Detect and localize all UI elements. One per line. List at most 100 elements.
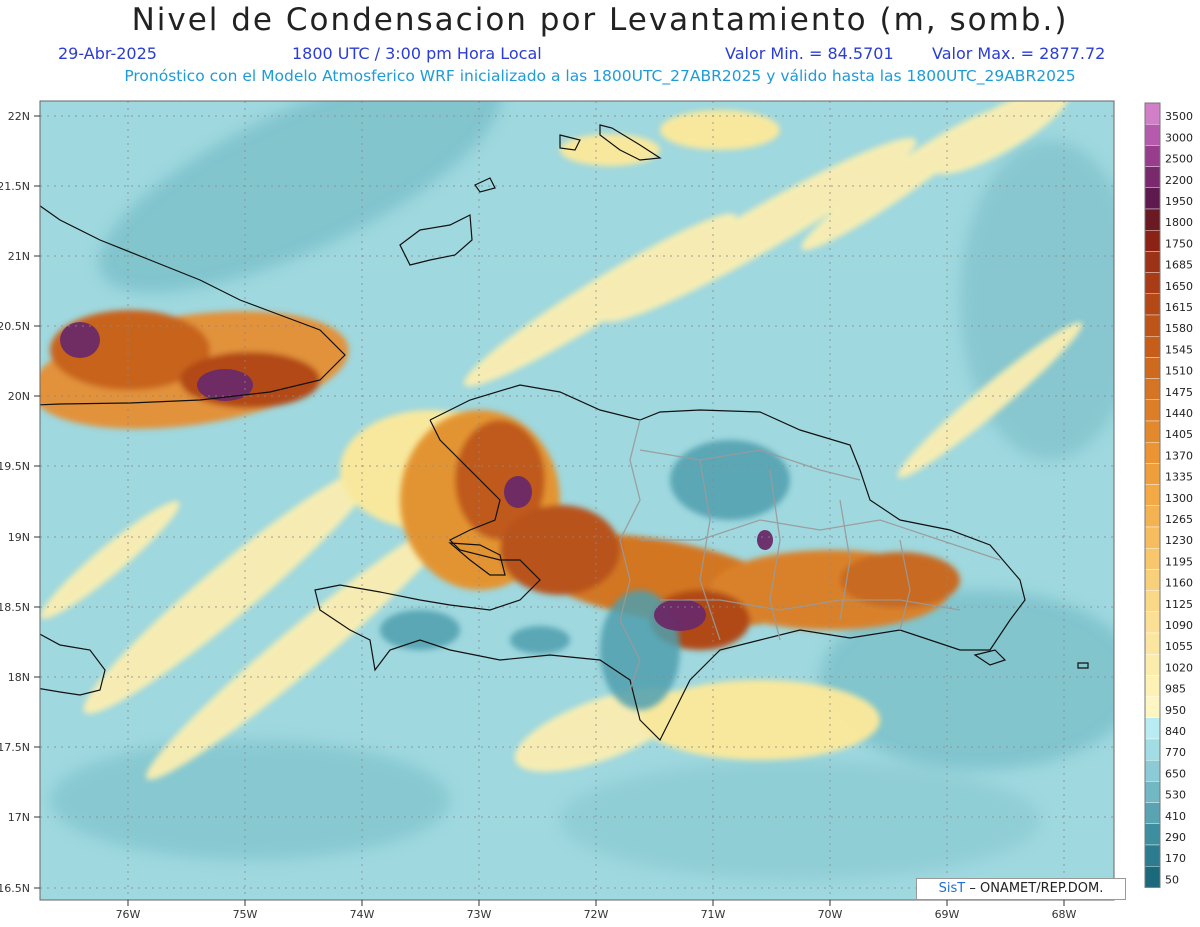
legend-label: 170 (1165, 852, 1186, 865)
province-borders (619, 419, 1001, 691)
legend-label: 1800 (1165, 216, 1193, 229)
legend-swatch (1144, 844, 1161, 867)
lat-label: 22N (8, 110, 30, 123)
lat-label: 18.5N (0, 601, 30, 614)
legend-label: 1545 (1165, 343, 1193, 356)
legend-label: 1475 (1165, 386, 1193, 399)
legend-swatch (1144, 187, 1161, 210)
lon-label: 74W (350, 908, 375, 921)
legend-label: 1950 (1165, 195, 1193, 208)
plot-frame (39, 100, 1115, 901)
legend-label: 1055 (1165, 640, 1193, 653)
legend-label: 3500 (1165, 110, 1193, 123)
legend-swatch (1144, 166, 1161, 189)
legend-label: 2500 (1165, 153, 1193, 166)
sistema-logo: SisT (938, 881, 966, 896)
color-legend: 3500 3000 2500 2200 1950 1800 1750 1685 1650 1615… (1144, 102, 1193, 888)
legend-label: 1510 (1165, 365, 1193, 378)
latitude-labels: 22N 21.5N 21N 20.5N 20N 19.5N 19N 18.5N … (0, 110, 30, 895)
legend-swatch (1144, 314, 1161, 337)
lon-label: 73W (467, 908, 492, 921)
legend-swatch (1144, 569, 1161, 591)
legend-label: 985 (1165, 683, 1186, 696)
lat-label: 21.5N (0, 180, 30, 193)
legend-swatch (1144, 229, 1161, 252)
legend-label: 410 (1165, 810, 1186, 823)
model-info: Pronóstico con el Modelo Atmosferico WRF… (124, 67, 1076, 85)
longitude-labels: 76W 75W 74W 73W 72W 71W 70W 69W 68W (116, 908, 1077, 921)
legend-swatch (1144, 654, 1161, 676)
legend-label: 1650 (1165, 280, 1193, 293)
legend-swatch (1144, 760, 1161, 782)
legend-swatch (1144, 738, 1161, 761)
lat-label: 18N (8, 671, 30, 684)
legend-label: 1335 (1165, 471, 1193, 484)
valid-date: 29-Abr-2025 (58, 44, 157, 63)
legend-label: 1750 (1165, 237, 1193, 250)
legend-swatch (1144, 357, 1161, 379)
legend-swatch (1144, 675, 1161, 697)
legend-label: 770 (1165, 746, 1186, 759)
lon-label: 76W (116, 908, 141, 921)
graticule (40, 101, 1114, 900)
legend-label: 1300 (1165, 492, 1193, 505)
legend-swatch (1144, 293, 1161, 316)
legend-label: 1615 (1165, 301, 1193, 314)
legend-label: 1090 (1165, 619, 1193, 632)
legend-swatch (1144, 781, 1161, 803)
legend-label: 1685 (1165, 259, 1193, 272)
legend-frame (1144, 102, 1161, 888)
credit-box: SisT – ONAMET/REP.DOM. (916, 878, 1126, 900)
legend-label: 290 (1165, 831, 1186, 844)
legend-label: 1020 (1165, 661, 1193, 674)
legend-label: 50 (1165, 873, 1179, 886)
legend-swatch (1144, 272, 1161, 295)
valid-time: 1800 UTC / 3:00 pm Hora Local (292, 44, 542, 63)
legend-swatch (1144, 526, 1161, 549)
lon-label: 69W (935, 908, 960, 921)
legend-swatch (1144, 505, 1161, 528)
legend-swatch (1144, 590, 1161, 612)
legend-label: 1265 (1165, 513, 1193, 526)
legend-label: 2200 (1165, 174, 1193, 187)
legend-swatch (1144, 102, 1161, 125)
legend-swatch (1144, 123, 1161, 146)
legend-label: 1370 (1165, 449, 1193, 462)
legend-swatch (1144, 632, 1161, 655)
legend-swatch (1144, 399, 1161, 422)
legend-label: 1230 (1165, 534, 1193, 547)
lon-label: 72W (584, 908, 609, 921)
lcl-field (40, 101, 1114, 900)
legend-label: 650 (1165, 767, 1186, 780)
lat-label: 16.5N (0, 882, 30, 895)
legend-swatch (1144, 802, 1161, 824)
legend-label: 1440 (1165, 407, 1193, 420)
legend-swatch (1144, 611, 1161, 634)
legend-label: 1125 (1165, 598, 1193, 611)
lon-label: 75W (233, 908, 258, 921)
legend-swatch (1144, 696, 1161, 718)
legend-swatch (1144, 378, 1161, 401)
legend-swatch (1144, 145, 1161, 167)
legend-swatch (1144, 463, 1161, 485)
legend-swatch (1144, 420, 1161, 443)
min-value: Valor Min. = 84.5701 (725, 44, 894, 63)
legend-label: 1195 (1165, 555, 1193, 568)
legend-swatch (1144, 484, 1161, 507)
legend-swatch (1144, 208, 1161, 231)
lon-label: 71W (701, 908, 726, 921)
legend-label: 1405 (1165, 428, 1193, 441)
lat-label: 20N (8, 390, 30, 403)
credit-text: – ONAMET/REP.DOM. (969, 881, 1104, 896)
lat-label: 17N (8, 811, 30, 824)
max-value: Valor Max. = 2877.72 (932, 44, 1106, 63)
lat-label: 20.5N (0, 320, 30, 333)
lat-label: 19.5N (0, 460, 30, 473)
map-title: Nivel de Condensacion por Levantamiento … (131, 2, 1069, 38)
lat-label: 21N (8, 250, 30, 263)
legend-label: 950 (1165, 704, 1186, 717)
legend-swatch (1144, 336, 1161, 358)
lat-label: 19N (8, 531, 30, 544)
legend-swatch (1144, 251, 1161, 273)
legend-label: 1580 (1165, 322, 1193, 335)
